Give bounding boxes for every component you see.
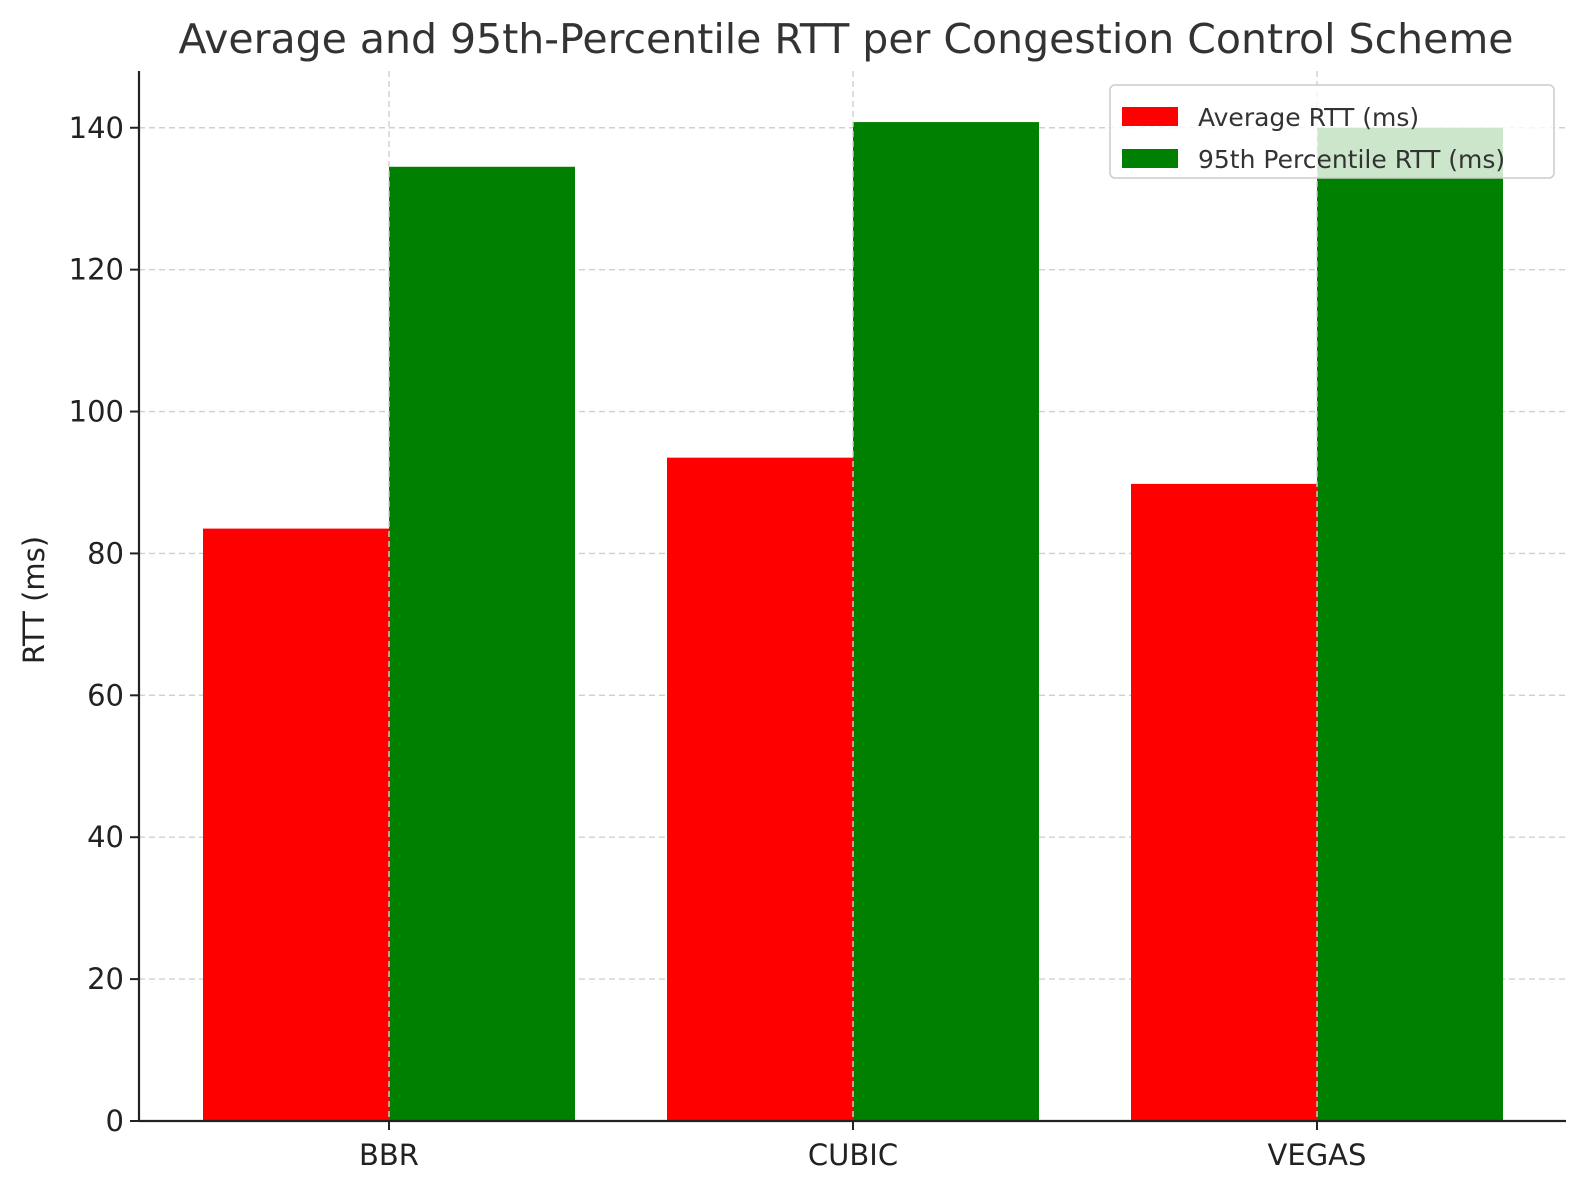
y-ticks: 0 20 40 60 80 100 120 140 [69, 111, 139, 1138]
y-tick-label: 140 [69, 111, 124, 145]
x-tick-label: CUBIC [808, 1138, 898, 1172]
bars [203, 71, 1503, 1122]
legend-swatch [1122, 107, 1178, 126]
legend: Average RTT (ms) 95th Percentile RTT (ms) [1109, 84, 1555, 179]
x-tick-label: BBR [359, 1138, 419, 1172]
bar-p95-vegas [1317, 127, 1503, 1121]
y-tick-label: 40 [87, 820, 124, 854]
legend-label: Average RTT (ms) [1198, 103, 1419, 132]
y-tick-label: 80 [87, 536, 124, 570]
bar-average-cubic [667, 457, 853, 1121]
bar-p95-bbr [389, 166, 575, 1121]
bar-p95-cubic [853, 122, 1039, 1122]
x-tick-label: VEGAS [1268, 1138, 1367, 1172]
y-axis-label: RTT (ms) [17, 536, 51, 664]
y-tick-label: 0 [106, 1104, 124, 1138]
chart-title: Average and 95th-Percentile RTT per Cong… [178, 15, 1513, 63]
legend-swatch [1122, 149, 1178, 168]
bar-average-vegas [1131, 483, 1317, 1121]
x-ticks: BBR CUBIC VEGAS [359, 1121, 1366, 1172]
y-tick-label: 20 [87, 962, 124, 996]
bar-average-bbr [203, 528, 389, 1121]
y-tick-label: 100 [69, 395, 124, 429]
y-tick-label: 120 [69, 253, 124, 287]
y-tick-label: 60 [87, 678, 124, 712]
legend-box [1109, 84, 1555, 179]
legend-label: 95th Percentile RTT (ms) [1198, 145, 1505, 174]
